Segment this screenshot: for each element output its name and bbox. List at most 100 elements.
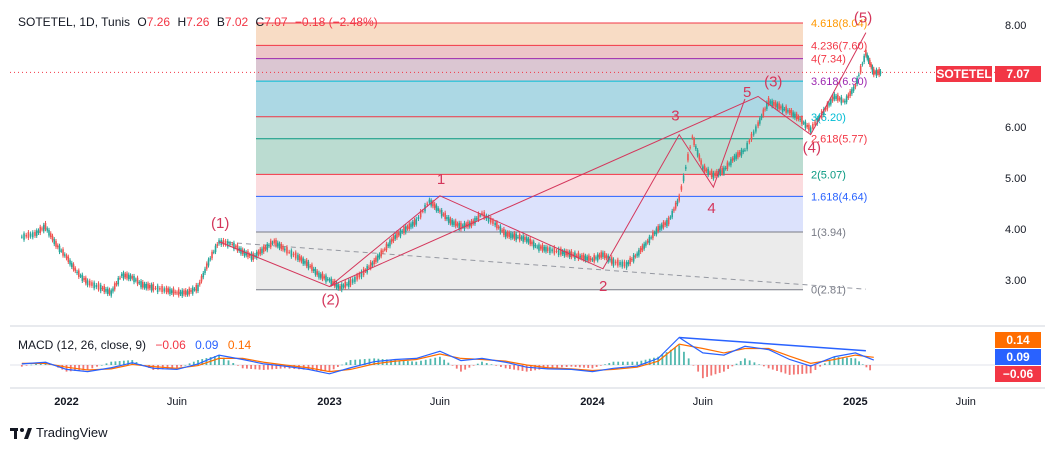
candle-body: [159, 288, 161, 290]
macd-hist-bar: [636, 361, 639, 365]
candle-body: [816, 118, 819, 124]
candle-body: [596, 254, 599, 261]
candle-body: [623, 261, 626, 267]
candle-body: [735, 154, 737, 159]
candle-body: [714, 172, 716, 177]
macd-hist-bar: [105, 363, 108, 365]
candle-body: [51, 235, 54, 241]
candle-body: [593, 255, 595, 262]
candle-body: [442, 214, 445, 216]
candle-body: [58, 245, 61, 253]
candle-body: [474, 217, 476, 224]
candle-body: [305, 260, 308, 267]
candle-body: [375, 257, 377, 263]
candle-body: [163, 288, 166, 292]
macd-hist-bar: [91, 365, 94, 369]
candle-body: [347, 280, 350, 287]
candle-body: [565, 250, 567, 256]
tradingview-brand[interactable]: TradingView: [10, 425, 108, 440]
candle-body: [780, 106, 782, 109]
candle-body: [115, 283, 118, 285]
candle-body: [446, 217, 448, 220]
major-wave-path: [218, 32, 867, 288]
candle-body: [702, 166, 704, 170]
candle-body: [723, 167, 725, 174]
macd-hist-bar: [258, 365, 261, 370]
candle-body: [621, 261, 624, 267]
macd-hist-bar: [262, 365, 265, 370]
candle-body: [831, 96, 834, 101]
candle-body: [170, 290, 173, 293]
candle-body: [69, 260, 71, 265]
candle-body: [302, 258, 304, 264]
candle-body: [397, 232, 400, 236]
candle-body: [169, 288, 171, 295]
candle-body: [838, 98, 841, 100]
candle-body: [133, 275, 135, 283]
candle-body: [406, 226, 409, 229]
candle-body: [560, 248, 562, 255]
candle-body: [728, 163, 730, 165]
candle-body: [833, 94, 836, 100]
macd-hist-bar: [551, 365, 554, 368]
candle-body: [319, 274, 322, 278]
candle-body: [250, 253, 253, 260]
candle-body: [140, 281, 142, 288]
candle-body: [546, 247, 549, 251]
macd-hist-bar: [390, 359, 392, 365]
candle-body: [321, 273, 324, 280]
candle-body: [582, 254, 585, 260]
candle-body: [539, 246, 542, 249]
close-value: 7.07: [264, 15, 288, 29]
macd-hist-bar: [275, 365, 278, 369]
candle-body: [532, 241, 535, 248]
candle-body: [835, 95, 837, 99]
candle-body: [695, 146, 697, 149]
close-label: C: [255, 15, 265, 29]
candle-body: [403, 226, 405, 234]
macd-hist-bar: [254, 365, 257, 370]
candle-body: [678, 195, 681, 201]
candle-body: [211, 251, 213, 259]
candle-body: [292, 253, 295, 256]
macd-hist-bar: [538, 365, 541, 370]
symbol-label[interactable]: SOTETEL, 1D, Tunis: [18, 15, 131, 29]
candle-body: [449, 218, 452, 224]
candle-body: [415, 218, 418, 225]
candle-body: [757, 122, 759, 127]
ohlc-header: SOTETEL, 1D, Tunis O7.26 H7.26 B7.02 C7.…: [18, 15, 378, 29]
candle-body: [150, 284, 153, 291]
macd-title[interactable]: MACD (12, 26, close, 9): [18, 338, 147, 352]
candle-body: [174, 291, 177, 293]
candle-body: [152, 284, 155, 291]
time-axis-tick: 2025: [843, 396, 867, 408]
candle-body: [561, 251, 564, 254]
candle-body: [369, 262, 372, 269]
candle-body: [122, 272, 125, 279]
macd-hist-value: −0.06: [155, 338, 186, 352]
candle-body: [636, 253, 638, 256]
macd-hist-bar: [188, 363, 191, 365]
macd-hist-bar: [349, 360, 352, 365]
candle-body: [91, 282, 93, 286]
macd-hist-bar: [771, 365, 774, 370]
candle-body: [76, 271, 78, 274]
candle-body: [184, 290, 187, 295]
macd-hist-bar: [744, 358, 746, 365]
candle-body: [680, 186, 683, 190]
macd-hist-bar: [739, 361, 742, 365]
candle-body: [188, 288, 191, 295]
candle-body: [744, 149, 746, 151]
candle-body: [136, 277, 139, 285]
candle-body: [259, 249, 262, 255]
candle-body: [657, 226, 659, 232]
candle-body: [212, 251, 215, 253]
candle-body: [483, 212, 485, 219]
macd-hist-bar: [805, 365, 808, 374]
macd-hist-bar: [406, 361, 409, 365]
macd-hist-bar: [341, 364, 344, 366]
macd-hist-bar: [398, 360, 401, 365]
candle-body: [842, 100, 844, 102]
candle-body: [433, 203, 436, 208]
